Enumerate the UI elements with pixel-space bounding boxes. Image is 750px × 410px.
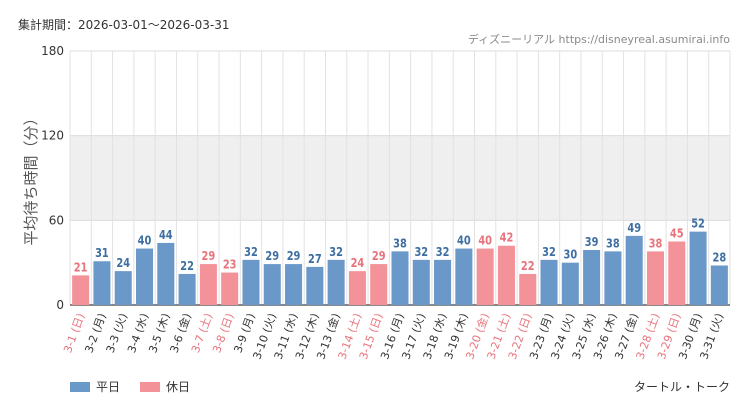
bar-value-label: 30 bbox=[563, 248, 577, 262]
bar bbox=[221, 272, 239, 305]
legend-weekday: 平日 bbox=[70, 378, 120, 395]
bar bbox=[306, 266, 324, 305]
bar-value-label: 44 bbox=[159, 228, 173, 242]
bar bbox=[348, 271, 366, 305]
bar-value-label: 24 bbox=[116, 256, 130, 270]
bar bbox=[412, 259, 430, 305]
bar bbox=[93, 261, 111, 305]
value-labels: 21 31 24 40 44 22 29 23 32 29 29 27 32 24 29 38 32 32 40 40… bbox=[74, 217, 726, 275]
legend-weekday-label: 平日 bbox=[96, 380, 121, 394]
bar-value-label: 22 bbox=[180, 259, 194, 273]
bar bbox=[540, 259, 558, 305]
y-axis-label: 平均待ち時間（分） bbox=[22, 110, 40, 245]
y-tick-label: 60 bbox=[49, 213, 64, 227]
bar-value-label: 49 bbox=[627, 221, 641, 235]
chart-legend: 平日 休日 bbox=[70, 378, 210, 395]
bar-value-label: 38 bbox=[649, 236, 663, 250]
bar bbox=[710, 265, 728, 305]
bar-value-label: 32 bbox=[414, 245, 428, 259]
y-tick-label: 180 bbox=[41, 44, 64, 58]
bar bbox=[668, 241, 686, 305]
bar bbox=[497, 245, 515, 305]
bar bbox=[136, 248, 154, 305]
bar bbox=[434, 259, 452, 305]
bar-value-label: 39 bbox=[585, 235, 599, 249]
legend-holiday-swatch bbox=[140, 381, 161, 392]
bar bbox=[370, 264, 388, 305]
bar bbox=[263, 264, 281, 305]
bar-value-label: 32 bbox=[436, 245, 450, 259]
period-label: 集計期間：2026-03-01〜2026-03-31 bbox=[18, 18, 230, 32]
bar bbox=[604, 251, 622, 305]
bar bbox=[476, 248, 494, 305]
legend-weekday-swatch bbox=[70, 381, 90, 392]
bar-value-label: 32 bbox=[244, 245, 258, 259]
y-tick-labels: 0 60 120 180 bbox=[41, 44, 64, 312]
legend-holiday-label: 休日 bbox=[166, 380, 191, 394]
bar bbox=[157, 242, 175, 305]
bar bbox=[327, 259, 345, 305]
bar-value-label: 38 bbox=[393, 236, 407, 250]
y-tick-label: 0 bbox=[56, 298, 64, 312]
site-credit: ディズニーリアル https://disneyreal.asumirai.inf… bbox=[467, 33, 730, 46]
bar-value-label: 40 bbox=[138, 234, 152, 248]
bar-value-label: 32 bbox=[542, 245, 556, 259]
legend-holiday: 休日 bbox=[140, 378, 190, 395]
bar-value-label: 42 bbox=[500, 231, 514, 245]
bar bbox=[285, 264, 303, 305]
bar bbox=[72, 275, 90, 305]
bar-value-label: 24 bbox=[351, 256, 365, 270]
bar-value-label: 40 bbox=[478, 234, 492, 248]
x-tick-labels: 3-1 (日)3-2 (月)3-3 (火)3-4 (水)3-5 (木)3-6 (… bbox=[61, 311, 726, 361]
bar bbox=[646, 251, 664, 305]
bar-value-label: 22 bbox=[521, 259, 535, 273]
bar-value-label: 21 bbox=[74, 260, 88, 274]
bar-value-label: 40 bbox=[457, 234, 471, 248]
bar-value-label: 52 bbox=[691, 217, 705, 231]
attraction-name: タートル・トーク bbox=[633, 380, 730, 394]
bar bbox=[178, 273, 196, 305]
bar bbox=[242, 259, 260, 305]
bar-value-label: 23 bbox=[223, 258, 237, 272]
bar-value-label: 38 bbox=[606, 236, 620, 250]
shaded-band bbox=[70, 135, 730, 221]
bar-value-label: 45 bbox=[670, 227, 684, 241]
bar bbox=[199, 264, 217, 305]
bar bbox=[391, 251, 409, 305]
bar-value-label: 28 bbox=[713, 251, 727, 265]
bar-value-label: 31 bbox=[95, 246, 109, 260]
bar bbox=[689, 231, 707, 305]
bar bbox=[583, 249, 601, 305]
bar bbox=[625, 235, 643, 305]
bar-value-label: 29 bbox=[202, 249, 216, 263]
bar-value-label: 27 bbox=[308, 252, 322, 266]
bar-value-label: 29 bbox=[265, 249, 279, 263]
bar-value-label: 29 bbox=[287, 249, 301, 263]
bar-value-label: 29 bbox=[372, 249, 386, 263]
bar bbox=[519, 273, 537, 305]
bar bbox=[561, 262, 579, 305]
bar bbox=[455, 248, 473, 305]
chart-bars bbox=[72, 231, 728, 305]
bar bbox=[114, 271, 132, 305]
bar-value-label: 32 bbox=[329, 245, 343, 259]
y-tick-label: 120 bbox=[41, 129, 64, 143]
